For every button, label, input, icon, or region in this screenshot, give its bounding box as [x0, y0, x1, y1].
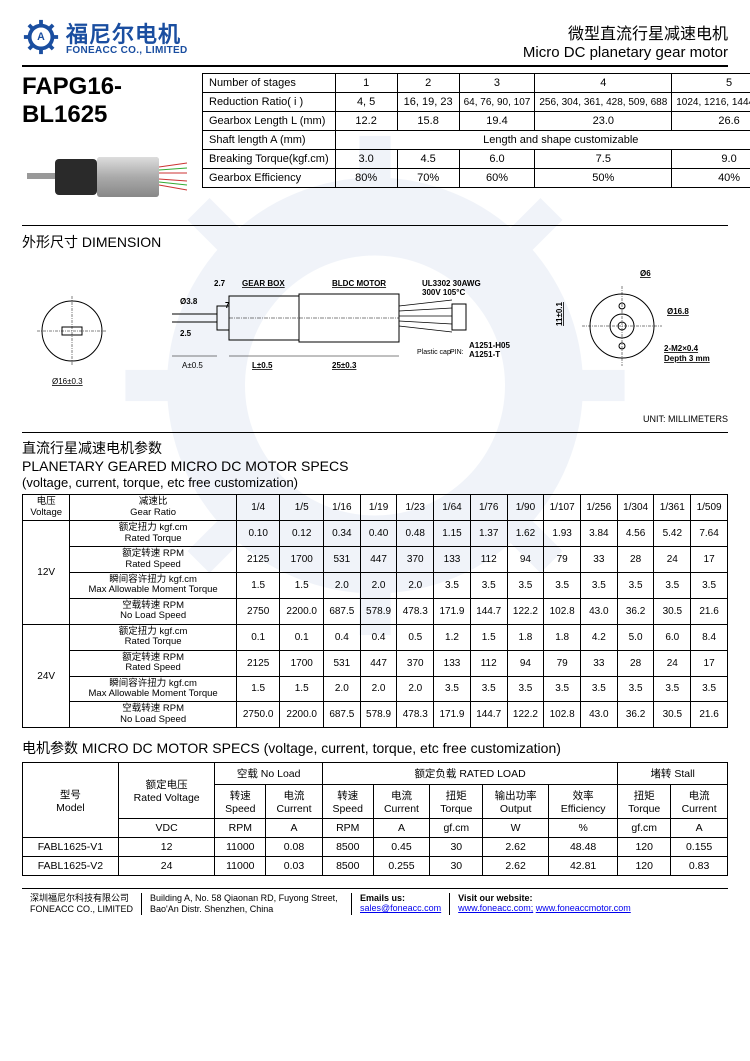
svg-text:Depth 3 mm: Depth 3 mm	[664, 354, 710, 363]
svg-text:A: A	[37, 31, 45, 43]
svg-text:UL3302 30AWG: UL3302 30AWG	[422, 279, 481, 288]
svg-text:GEAR BOX: GEAR BOX	[242, 279, 285, 288]
motor-specs-title: 电机参数 MICRO DC MOTOR SPECS (voltage, curr…	[22, 738, 728, 758]
svg-text:Plastic cap: Plastic cap	[417, 349, 451, 356]
header-title-cn: 微型直流行星减速电机	[523, 20, 728, 44]
header-divider	[22, 65, 728, 67]
svg-text:25±0.3: 25±0.3	[332, 361, 357, 370]
footer-address: Building A, No. 58 Qiaonan RD, Fuyong St…	[142, 893, 352, 915]
svg-text:7: 7	[225, 301, 230, 310]
svg-text:Ø3.8: Ø3.8	[180, 297, 198, 306]
footer-website-link-1[interactable]: www.foneacc.com;	[458, 903, 533, 913]
footer-email-label: Emails us:	[360, 893, 405, 903]
footer-website-label: Visit our website:	[458, 893, 532, 903]
svg-text:2.7: 2.7	[214, 279, 226, 288]
svg-text:300V 105°C: 300V 105°C	[422, 288, 465, 297]
footer-company-cn: 深圳福尼尔科技有限公司	[30, 893, 133, 904]
svg-text:Ø6: Ø6	[640, 269, 651, 278]
footer-website-link-2[interactable]: www.foneaccmotor.com	[536, 903, 631, 913]
footer-company-en: FONEACC CO., LIMITED	[30, 904, 133, 915]
gear-logo-icon: A	[22, 18, 60, 61]
footer-email-link[interactable]: sales@foneacc.com	[360, 903, 441, 913]
dimension-title: 外形尺寸 DIMENSION	[22, 232, 728, 252]
model-number: FAPG16-BL1625	[22, 73, 192, 129]
svg-text:A1251-T: A1251-T	[469, 350, 500, 359]
planetary-title-en: PLANETARY GEARED MICRO DC MOTOR SPECS	[22, 457, 728, 475]
page-footer: 深圳福尼尔科技有限公司 FONEACC CO., LIMITED Buildin…	[22, 888, 728, 915]
section-divider	[22, 225, 728, 226]
page-header: A 福尼尔电机 FONEACC CO., LIMITED 微型直流行星减速电机 …	[22, 18, 728, 61]
planetary-title-cn: 直流行星减速电机参数	[22, 439, 728, 457]
logo-text-en: FONEACC CO., LIMITED	[66, 46, 188, 56]
svg-text:PIN:: PIN:	[450, 349, 464, 356]
logo-text-cn: 福尼尔电机	[66, 24, 188, 46]
motor-image	[22, 137, 192, 217]
svg-text:A±0.5: A±0.5	[182, 361, 203, 370]
planetary-specs-table: 电压Voltage减速比Gear Ratio1/41/51/161/191/23…	[22, 494, 728, 728]
svg-text:A1251-H05: A1251-H05	[469, 341, 510, 350]
svg-text:2.5: 2.5	[180, 329, 192, 338]
svg-text:L±0.5: L±0.5	[252, 361, 273, 370]
dimension-drawing: Ø16±0.3 2.7 GEAR BOX BLDC MOTOR UL3302 3…	[22, 256, 728, 416]
planetary-subtitle: (voltage, current, torque, etc free cust…	[22, 475, 728, 490]
svg-text:11±0.1: 11±0.1	[555, 301, 564, 326]
svg-text:Ø16.8: Ø16.8	[667, 307, 689, 316]
svg-text:2-M2×0.4: 2-M2×0.4	[664, 344, 699, 353]
svg-text:BLDC MOTOR: BLDC MOTOR	[332, 279, 386, 288]
stages-table: Number of stages12345Reduction Ratio( i …	[202, 73, 750, 188]
motor-specs-table: 型号Model额定电压Rated Voltage空载 No Load额定负载 R…	[22, 762, 728, 876]
section-divider-2	[22, 432, 728, 433]
logo: A 福尼尔电机 FONEACC CO., LIMITED	[22, 18, 188, 61]
svg-text:Ø16±0.3: Ø16±0.3	[52, 377, 83, 386]
header-title-en: Micro DC planetary gear motor	[523, 44, 728, 61]
